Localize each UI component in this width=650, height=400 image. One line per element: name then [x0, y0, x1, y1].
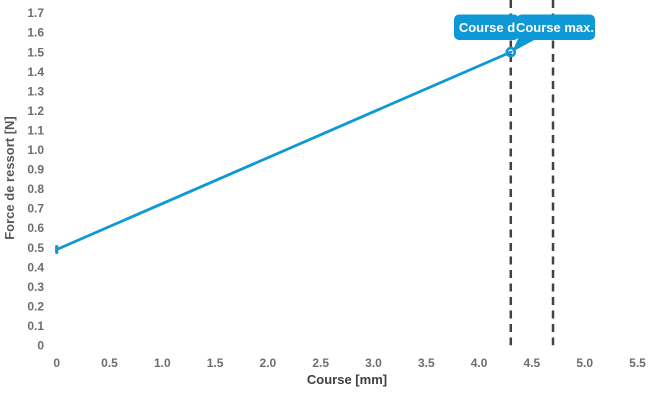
- y-tick-label: 1.1: [27, 123, 44, 137]
- y-tick-label: 0.3: [27, 280, 44, 294]
- y-tick-label: 1.7: [27, 6, 44, 20]
- x-axis-tick-labels: 0 0.5 1.0 1.5 2.0 2.5 3.0 3.5 4.0 4.5 5.0 5.5: [53, 356, 646, 370]
- y-tick-label: 0.2: [27, 299, 44, 313]
- x-tick-label: 0.5: [101, 356, 118, 370]
- x-tick-label: 3.0: [365, 356, 382, 370]
- tooltip-pointer: [512, 39, 536, 52]
- x-tick-label: 4.0: [471, 356, 488, 370]
- x-tick-label: 2.0: [260, 356, 277, 370]
- y-tick-label: 0.9: [27, 163, 44, 177]
- y-tick-label: 0.5: [27, 241, 44, 255]
- y-tick-label: 0.7: [27, 202, 44, 216]
- y-axis-tick-labels: 1.7 1.6 1.5 1.4 1.3 1.2 1.1 1.0 0.9 0.8 0.7 0.6 0.5 0…: [27, 6, 44, 352]
- y-tick-label: 1.6: [27, 26, 44, 40]
- x-tick-label: 3.5: [418, 356, 435, 370]
- x-tick-label: 0: [53, 356, 60, 370]
- series-start-marker[interactable]: [55, 245, 59, 255]
- tooltip-label-course-max: Course max.: [516, 20, 594, 35]
- y-tick-label: 1.2: [27, 104, 44, 118]
- tooltip-box-course-max: [516, 14, 595, 40]
- y-tick-label: 0.6: [27, 221, 44, 235]
- y-tick-label: 1.0: [27, 143, 44, 157]
- y-axis-title: Force de ressort [N]: [2, 116, 17, 240]
- series-end-marker[interactable]: [505, 46, 517, 58]
- y-tick-label: 1.3: [27, 84, 44, 98]
- tooltip: Course d Course max.: [454, 14, 595, 52]
- x-axis-title: Course [mm]: [307, 372, 387, 387]
- y-tick-label: 1.5: [27, 45, 44, 59]
- y-tick-label: 0: [37, 339, 44, 353]
- series-line-force-de-ressort[interactable]: [55, 50, 513, 251]
- y-tick-label: 0.8: [27, 182, 44, 196]
- y-tick-label: 1.4: [27, 65, 44, 79]
- x-tick-label: 5.0: [576, 356, 593, 370]
- x-tick-label: 2.5: [312, 356, 329, 370]
- x-tick-label: 1.0: [154, 356, 171, 370]
- x-tick-label: 5.5: [629, 356, 646, 370]
- x-tick-label: 4.5: [524, 356, 541, 370]
- y-tick-label: 0.4: [27, 260, 44, 274]
- tooltip-label-course-d: Course d: [459, 20, 515, 35]
- y-tick-label: 0.1: [27, 319, 44, 333]
- x-tick-label: 1.5: [207, 356, 224, 370]
- tooltip-box-course-d: [454, 14, 519, 40]
